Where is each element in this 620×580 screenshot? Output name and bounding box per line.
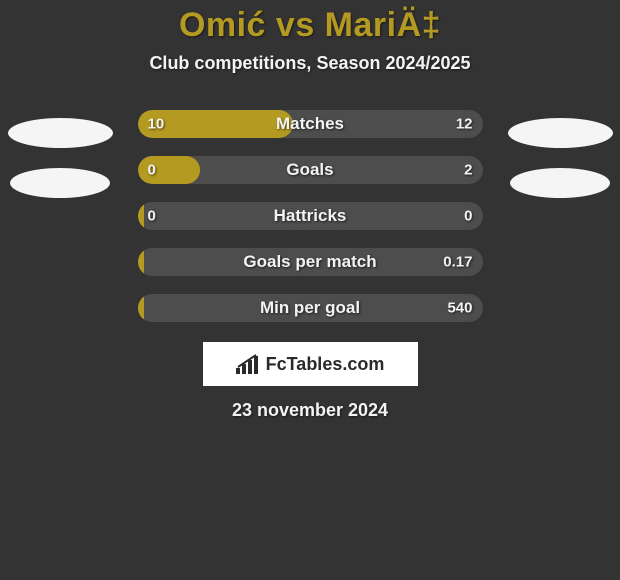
player-left-face xyxy=(8,118,113,148)
player-left-club-badge xyxy=(10,168,110,198)
stat-label: Min per goal xyxy=(138,298,483,318)
stat-value-left: 0 xyxy=(148,208,156,225)
stats-bars: Matches1012 Goals02 Hattricks0 0 Goals per m… xyxy=(138,110,483,322)
stat-bar: Hattricks0 0 xyxy=(138,202,483,230)
stat-label: Goals per match xyxy=(138,252,483,272)
comparison-card: Omić vs MariÄ‡ Club competitions, Season… xyxy=(0,0,620,580)
player-right-club-badge xyxy=(510,168,610,198)
stat-label: Hattricks xyxy=(138,206,483,226)
stat-bar-fill xyxy=(138,248,145,276)
date-label: 23 november 2024 xyxy=(0,400,620,421)
stat-value-right: 540 xyxy=(447,300,472,317)
stat-value-right: 0 xyxy=(464,208,472,225)
stat-bar-fill xyxy=(138,110,293,138)
bar-chart-icon xyxy=(236,354,260,374)
stat-bar: Min per goal540 xyxy=(138,294,483,322)
player-right-face xyxy=(508,118,613,148)
stat-value-right: 2 xyxy=(464,162,472,179)
stat-value-right: 0.17 xyxy=(443,254,472,271)
stat-bar-fill xyxy=(138,294,145,322)
subtitle: Club competitions, Season 2024/2025 xyxy=(0,53,620,74)
page-title: Omić vs MariÄ‡ xyxy=(0,0,620,45)
stat-value-right: 12 xyxy=(456,116,473,133)
source-logo-text: FcTables.com xyxy=(266,354,385,375)
player-left-column xyxy=(0,118,120,198)
player-right-column xyxy=(500,118,620,198)
stat-bar-fill xyxy=(138,156,200,184)
stat-bar: Goals02 xyxy=(138,156,483,184)
source-logo: FcTables.com xyxy=(203,342,418,386)
stat-bar: Goals per match0.17 xyxy=(138,248,483,276)
stat-bar-fill xyxy=(138,202,145,230)
stat-bar: Matches1012 xyxy=(138,110,483,138)
